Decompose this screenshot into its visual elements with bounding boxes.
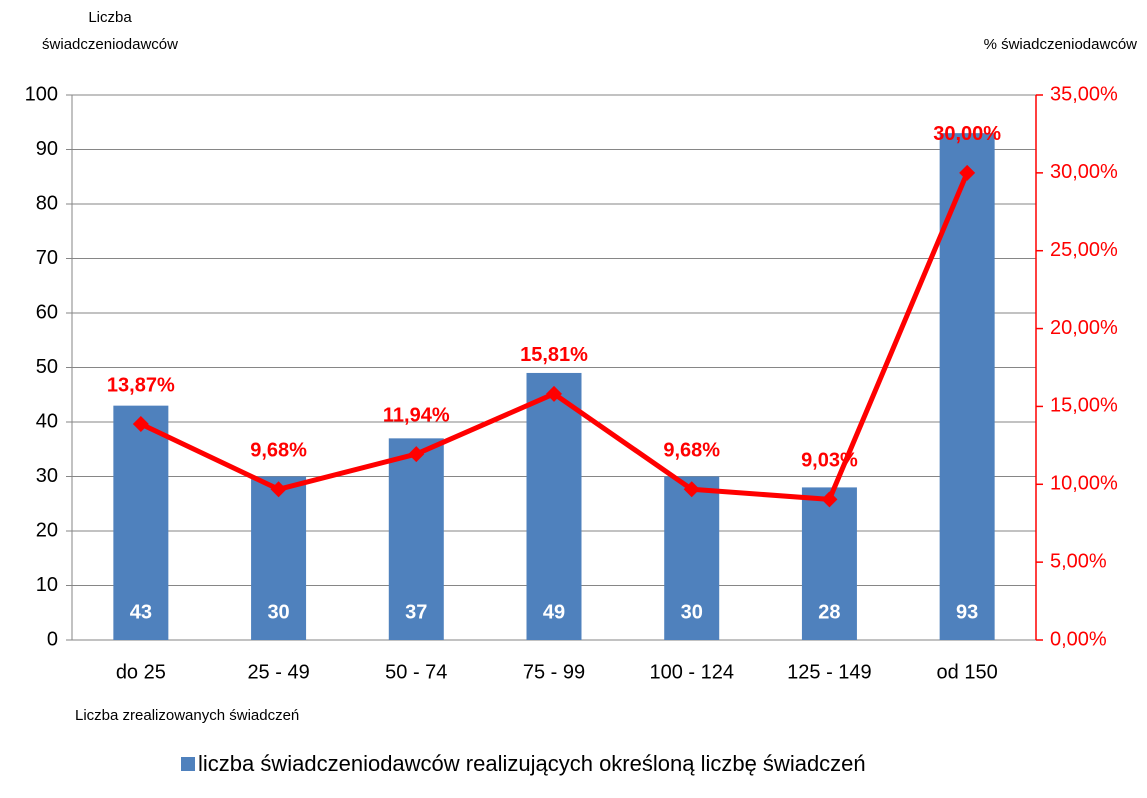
y-tick-label: 80 [36, 192, 58, 214]
legend-label: liczba świadczeniodawców realizujących o… [198, 751, 866, 776]
y-axis-title: Liczba [88, 9, 132, 26]
y-tick-label: 60 [36, 301, 58, 323]
bar [801, 487, 857, 640]
bar [664, 476, 720, 640]
y-tick-label: 20 [36, 519, 58, 541]
y-tick-label: 40 [36, 410, 58, 432]
x-tick-label: od 150 [937, 661, 998, 683]
line-value-label: 13,87% [107, 374, 175, 396]
y2-axis-title: % świadczeniodawców [984, 36, 1138, 53]
line-marker [546, 385, 562, 402]
x-tick-label: do 25 [116, 661, 166, 683]
x-tick-label: 100 - 124 [649, 661, 734, 683]
bar [251, 476, 307, 640]
line-value-label: 11,94% [383, 404, 450, 426]
y2-tick-label: 0,00% [1050, 628, 1107, 650]
y2-tick-label: 15,00% [1050, 395, 1118, 417]
line-marker [132, 416, 149, 433]
bar [526, 372, 582, 640]
y-tick-label: 100 [25, 83, 58, 105]
x-tick-label: 125 - 149 [787, 661, 872, 683]
y2-tick-label: 35,00% [1050, 83, 1118, 105]
line-value-label: 30,00% [933, 123, 1001, 145]
bar-value-label: 93 [956, 601, 978, 623]
y2-tick-label: 25,00% [1050, 239, 1118, 261]
x-axis-title: Liczba zrealizowanych świadczeń [75, 707, 299, 724]
bar-value-label: 37 [405, 601, 427, 623]
legend-swatch [181, 757, 195, 771]
line-marker [821, 491, 838, 508]
x-tick-label: 75 - 99 [523, 661, 585, 683]
bar-value-label: 30 [681, 601, 703, 623]
x-tick-label: 50 - 74 [385, 661, 447, 683]
line-value-label: 9,68% [250, 440, 307, 462]
line-value-label: 15,81% [520, 344, 588, 366]
x-tick-label: 25 - 49 [247, 661, 309, 683]
bar-value-label: 43 [130, 601, 152, 623]
y-tick-label: 0 [47, 628, 58, 650]
y-tick-label: 10 [36, 574, 58, 596]
bar-value-label: 49 [543, 601, 565, 623]
line-value-label: 9,68% [663, 440, 720, 462]
bar [939, 133, 995, 640]
y2-tick-label: 20,00% [1050, 317, 1118, 339]
bar-value-label: 28 [818, 601, 840, 623]
bar-value-label: 30 [267, 601, 289, 623]
y-tick-label: 70 [36, 247, 58, 269]
line-marker [683, 481, 700, 498]
y-tick-label: 90 [36, 138, 58, 160]
y2-tick-label: 30,00% [1050, 161, 1118, 183]
y-tick-label: 30 [36, 465, 58, 487]
line-marker [270, 481, 287, 498]
y2-tick-label: 10,00% [1050, 473, 1118, 495]
line-value-label: 9,03% [801, 450, 858, 472]
y2-tick-label: 5,00% [1050, 550, 1107, 572]
y-tick-label: 50 [36, 356, 58, 378]
bar [113, 405, 169, 640]
line-marker [408, 446, 425, 463]
line-marker [959, 164, 976, 181]
y-axis-title: świadczeniodawców [42, 36, 178, 53]
bar [388, 438, 444, 640]
